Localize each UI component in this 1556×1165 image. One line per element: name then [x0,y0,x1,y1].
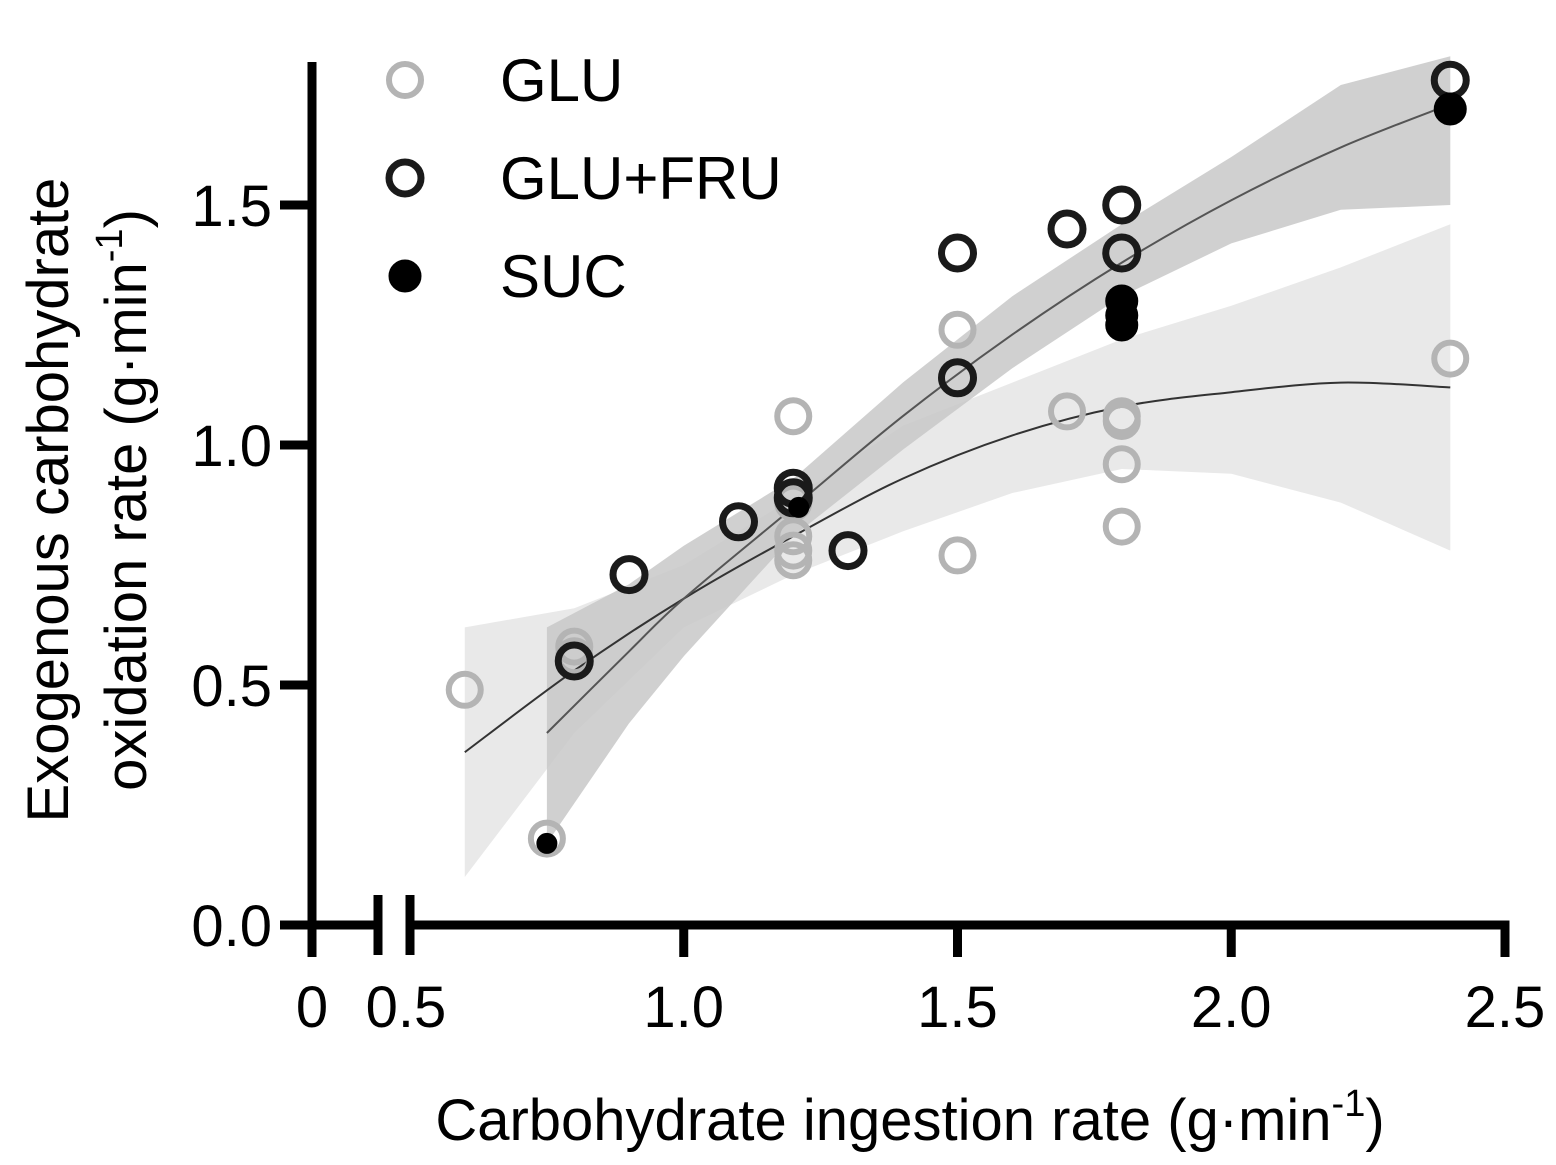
point-glu-12 [1102,402,1141,440]
point-glu-7 [774,541,813,580]
fit-curve-0 [464,381,1451,754]
point-glu-5 [774,517,813,556]
x-tick-label: 0.5 [366,975,447,1040]
point-glu-fru-9 [1102,185,1142,225]
x-tick-label: 2.5 [1465,975,1546,1040]
legend: GLU GLU+FRU SUC [385,47,782,310]
confidence-bands [464,56,1451,877]
point-glu-fru-5 [828,531,868,571]
y-tick-label: 0.0 [191,894,272,959]
y-axis-title-line1: Exogenous carbohydrate [16,178,81,823]
point-glu-fru-2 [719,502,758,542]
legend-label-2: SUC [500,243,627,310]
point-glu-fru-6 [938,233,977,273]
point-glu-fru-7 [938,358,977,398]
point-suc-0 [536,832,558,854]
legend-label-1: GLU+FRU [500,145,782,212]
legend-marker-0 [386,61,424,99]
point-glu-0 [445,670,484,709]
confidence-band-0 [464,224,1451,877]
point-glu-15 [1431,339,1470,378]
point-glu-13 [1102,445,1141,484]
data-points [445,60,1470,858]
x-tick-label: 1.0 [643,975,724,1040]
y-axis-title-line2: oxidation rate (g·min-1) [89,209,159,791]
x-tick-label: 2.0 [1191,975,1272,1040]
y-tick-label: 1.0 [191,414,272,479]
legend-label-0: GLU [500,47,623,114]
point-glu-3 [774,397,813,436]
point-glu-14 [1102,507,1141,546]
legend-marker-1 [385,158,425,198]
point-glu-16 [527,819,566,858]
x-tick-label: 1.5 [917,975,998,1040]
confidence-band-1 [546,56,1451,844]
x-axis-title: Carbohydrate ingestion rate (g·min-1) [435,1083,1384,1153]
x-tick-label: 0 [296,975,328,1040]
point-glu-fru-8 [1047,209,1087,249]
point-glu-10 [1048,392,1086,431]
point-glu-fru-10 [1102,233,1142,273]
point-glu-fru-0 [554,641,594,681]
legend-marker-2 [388,259,422,293]
point-glu-9 [938,536,977,575]
point-suc-5 [1433,92,1467,126]
y-tick-label: 1.5 [191,174,272,239]
y-axis-title: Exogenous carbohydrate oxidation rate (g… [16,178,159,823]
point-suc-4 [1105,308,1139,342]
point-suc-1 [788,496,810,518]
y-tick-label: 0.5 [191,654,272,719]
point-glu-fru-1 [609,555,649,595]
point-glu-8 [938,310,977,349]
axes: 0 0.5 1.0 1.5 2.0 2.5 0.0 0.5 1.0 1.5 [191,62,1545,1040]
